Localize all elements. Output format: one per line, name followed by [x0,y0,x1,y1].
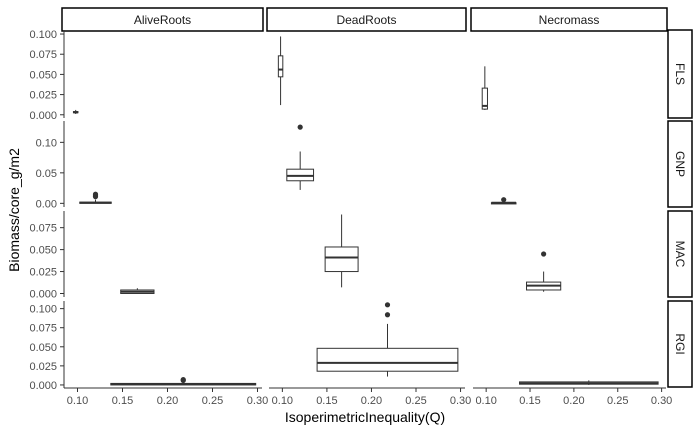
strip-deadroots [266,7,467,32]
x-tick-label-aliveroots-2: 0.20 [157,395,178,407]
x-tick-label-aliveroots-0: 0.10 [67,395,88,407]
boxplot-fls-aliveroots [72,109,79,114]
boxplot-mac-necromass [526,251,562,292]
box-fls-necromass [481,87,488,110]
box-rgi-deadroots [316,347,459,372]
x-tick-label-necromass-2: 0.20 [563,395,584,407]
outlier-rgi-deadroots-0 [384,312,391,318]
strip-gnp [667,120,693,208]
x-tick-label-necromass-1: 0.15 [519,395,540,407]
x-tick-label-aliveroots-4: 0.30 [247,395,268,407]
x-tick-label-deadroots-4: 0.30 [450,395,471,407]
y-tick-label-gnp-1: 0.05 [36,168,57,180]
boxplot-fls-deadroots [277,36,284,106]
boxplot-mac-aliveroots [120,288,155,294]
x-tick-label-necromass-4: 0.30 [651,395,672,407]
outlier-rgi-deadroots-1 [384,302,391,308]
strip-rgi [667,300,693,388]
outlier-gnp-necromass-0 [501,197,507,203]
y-tick-label-mac-1: 0.025 [29,267,57,279]
strip-label-rgi: RGI [673,333,687,354]
y-tick-label-rgi-3: 0.075 [29,323,57,335]
x-tick-label-deadroots-3: 0.25 [405,395,426,407]
strip-necromass [470,7,668,32]
boxplot-fls-necromass [481,66,488,110]
outlier-rgi-aliveroots-1 [180,377,186,383]
boxplot-rgi-deadroots [316,302,459,377]
outlier-gnp-aliveroots-2 [92,191,99,197]
boxplot-mac-deadroots [324,214,359,288]
box-mac-deadroots [324,246,359,273]
y-tick-label-fls-3: 0.075 [29,49,57,61]
y-tick-label-gnp-2: 0.10 [36,137,57,149]
x-tick-label-aliveroots-3: 0.25 [202,395,223,407]
strip-label-deadroots: DeadRoots [336,13,396,27]
y-tick-label-rgi-1: 0.025 [29,361,57,373]
y-tick-label-rgi-0: 0.000 [29,380,57,392]
y-tick-label-mac-3: 0.075 [29,223,57,235]
x-tick-label-deadroots-0: 0.10 [272,395,293,407]
strip-label-mac: MAC [673,241,687,268]
y-tick-label-rgi-4: 0.100 [29,304,57,316]
y-tick-label-fls-1: 0.025 [29,90,57,102]
boxplot-rgi-necromass [518,380,659,385]
row-strips: FLS GNP MAC RGI [667,29,693,388]
column-strips: AliveRoots DeadRoots Necromass [61,7,668,32]
y-axis-title: Biomass/core_g/m2 [6,148,22,272]
x-tick-label-necromass-3: 0.25 [607,395,628,407]
y-tick-label-mac-2: 0.050 [29,245,57,257]
x-tick-label-aliveroots-1: 0.15 [112,395,133,407]
box-fls-deadroots [277,55,284,78]
strip-fls [667,29,693,119]
y-tick-label-fls-0: 0.000 [29,110,57,122]
strip-label-gnp: GNP [673,151,687,177]
y-tick-label-fls-2: 0.050 [29,69,57,81]
x-axis-title: IsoperimetricInequality(Q) [285,409,445,425]
y-tick-label-mac-0: 0.000 [29,288,57,300]
y-tick-label-gnp-0: 0.00 [36,198,57,210]
outlier-mac-necromass-0 [541,251,547,257]
outlier-gnp-deadroots-0 [297,124,303,130]
x-tick-label-deadroots-1: 0.15 [316,395,337,407]
boxplot-gnp-aliveroots [79,191,112,204]
strip-label-necromass: Necromass [539,13,600,27]
y-tick-label-rgi-2: 0.050 [29,342,57,354]
y-tick-label-fls-4: 0.100 [29,29,57,41]
strip-aliveroots [61,7,264,32]
boxplot-gnp-necromass [490,197,517,205]
strip-label-aliveroots: AliveRoots [134,13,191,27]
x-tick-label-necromass-0: 0.10 [475,395,496,407]
strip-mac [667,210,693,298]
boxplot-gnp-deadroots [286,124,315,190]
x-tick-label-deadroots-2: 0.20 [361,395,382,407]
boxes-layer [72,36,659,386]
strip-label-fls: FLS [673,63,687,85]
boxplot-rgi-aliveroots [110,377,257,386]
axes-layer: 0.000 0.025 0.050 0.075 0.100 0.00 0.05 0.10 0.0… [29,29,672,407]
